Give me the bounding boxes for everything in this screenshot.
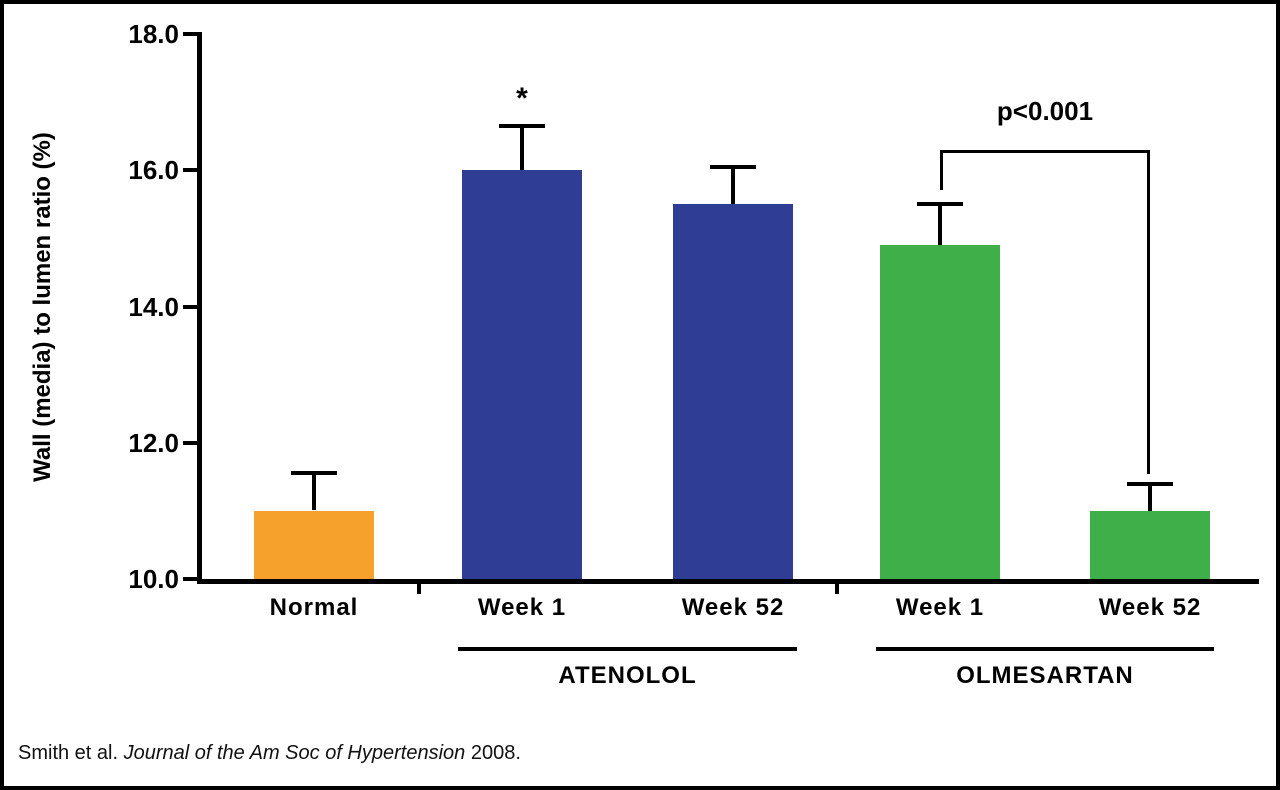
x-tick-label-1: Week 1 [477,594,567,621]
bracket-right-vertical [1147,150,1150,474]
citation-journal: Journal of the Am Soc of Hypertension [123,742,466,764]
group-label-olmesartan: OLMESARTAN [956,662,1134,689]
bar-0-normal [254,511,374,579]
error-bar-cap-3 [917,202,963,206]
y-tick-label-14.0: 14.0 [128,292,179,322]
bracket-left-vertical [940,150,943,190]
y-tick-16.0 [183,168,199,172]
error-bar-cap-1 [499,124,545,128]
x-axis-line [197,579,1259,584]
citation-prefix: Smith et al. [18,742,124,764]
error-bar-line-2 [731,167,735,204]
error-bar-line-4 [1148,484,1152,511]
bar-1-week-1 [462,170,582,579]
error-bar-cap-4 [1127,482,1173,486]
y-tick-label-10.0: 10.0 [128,564,179,594]
group-label-atenolol: ATENOLOL [558,662,697,689]
y-tick-12.0 [183,441,199,445]
y-tick-label-18.0: 18.0 [128,19,179,49]
error-bar-line-1 [520,126,524,170]
error-bar-line-3 [938,204,942,245]
y-tick-18.0 [183,32,199,36]
significance-p-value: p<0.001 [996,96,1094,126]
x-tick-label-0: Normal [269,594,359,621]
x-axis-group-tick-1 [835,584,839,594]
x-tick-label-4: Week 52 [1098,594,1202,621]
y-axis-line [197,32,202,584]
bar-2-week-52 [673,204,793,579]
citation-suffix: 2008. [465,742,521,764]
group-underline-0 [458,647,797,651]
bracket-horizontal [940,150,1150,153]
y-axis-title: Wall (media) to lumen ratio (%) [29,132,56,482]
citation: Smith et al. Journal of the Am Soc of Hy… [18,742,521,765]
x-axis-group-tick-0 [417,584,421,594]
bar-3-week-1 [880,245,1000,579]
y-tick-14.0 [183,305,199,309]
bar-4-week-52 [1090,511,1210,579]
y-tick-label-16.0: 16.0 [128,155,179,185]
group-underline-1 [876,647,1214,651]
error-bar-line-0 [312,473,316,510]
y-tick-10.0 [183,577,199,581]
significance-asterisk: * [516,82,528,115]
error-bar-cap-0 [291,471,337,475]
x-tick-label-3: Week 1 [895,594,985,621]
y-tick-label-12.0: 12.0 [128,428,179,458]
x-tick-label-2: Week 52 [681,594,785,621]
error-bar-cap-2 [710,165,756,169]
